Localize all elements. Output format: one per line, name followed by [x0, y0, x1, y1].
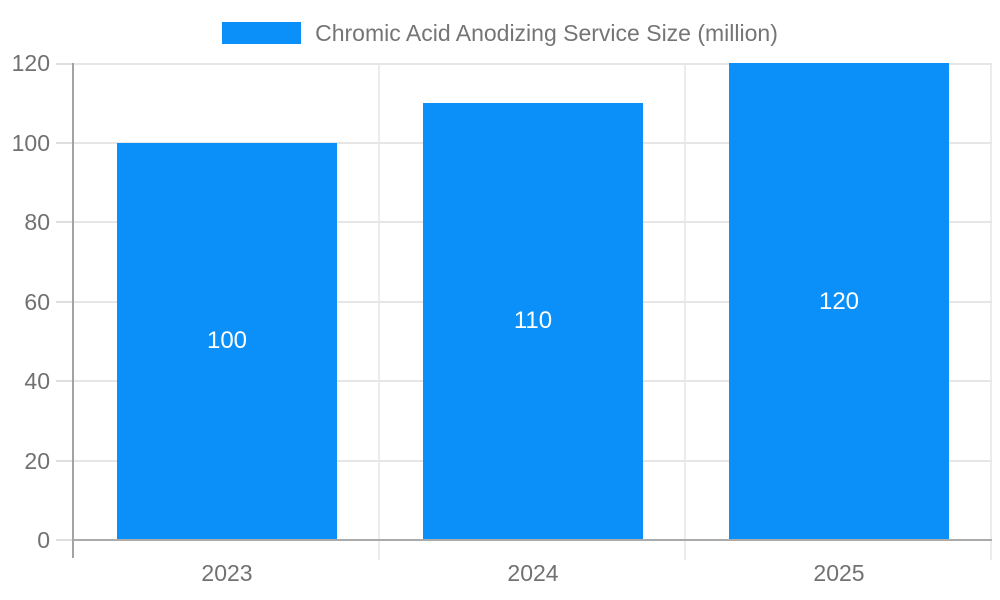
y-axis-tick [56, 63, 74, 65]
bar-2023[interactable]: 100 [117, 142, 337, 540]
vertical-gridline [990, 63, 992, 560]
bar-value-label: 110 [513, 307, 553, 335]
horizontal-gridline [74, 63, 992, 65]
y-axis-tick-label: 0 [37, 527, 50, 553]
y-axis-tick [56, 221, 74, 223]
x-axis-label-2025: 2025 [813, 560, 865, 586]
bar-value-label: 120 [818, 287, 860, 315]
y-axis-tick-label: 100 [11, 129, 50, 156]
y-axis-tick [56, 459, 74, 462]
plot-area: 0 20 40 60 80 100 120 100 110 120 2023 2024 2025 [12, 50, 992, 586]
y-axis-tick [56, 380, 74, 382]
y-axis-tick-label: 120 [11, 50, 50, 76]
x-axis-label-2024: 2024 [507, 560, 559, 586]
vertical-gridline [684, 63, 686, 560]
y-axis-tick-label: 60 [24, 288, 50, 315]
y-axis-tick [56, 300, 74, 303]
y-axis-tick-label: 20 [24, 447, 50, 474]
x-axis-label-2023: 2023 [201, 560, 253, 586]
bar-2024[interactable]: 110 [423, 102, 643, 540]
y-axis-tick [56, 141, 74, 144]
y-axis-tick-label: 40 [24, 368, 50, 394]
legend-swatch[interactable] [222, 22, 302, 44]
bar-2025[interactable]: 120 [729, 63, 949, 540]
vertical-gridline [378, 63, 380, 560]
bar-value-label: 100 [206, 327, 248, 355]
x-axis-line [74, 539, 992, 541]
legend[interactable]: Chromic Acid Anodizing Service Size (mil… [0, 20, 1000, 46]
y-axis-tick [56, 539, 74, 541]
y-axis-line [72, 63, 74, 558]
y-axis-tick-label: 80 [24, 209, 50, 235]
legend-label[interactable]: Chromic Acid Anodizing Service Size (mil… [315, 19, 778, 46]
